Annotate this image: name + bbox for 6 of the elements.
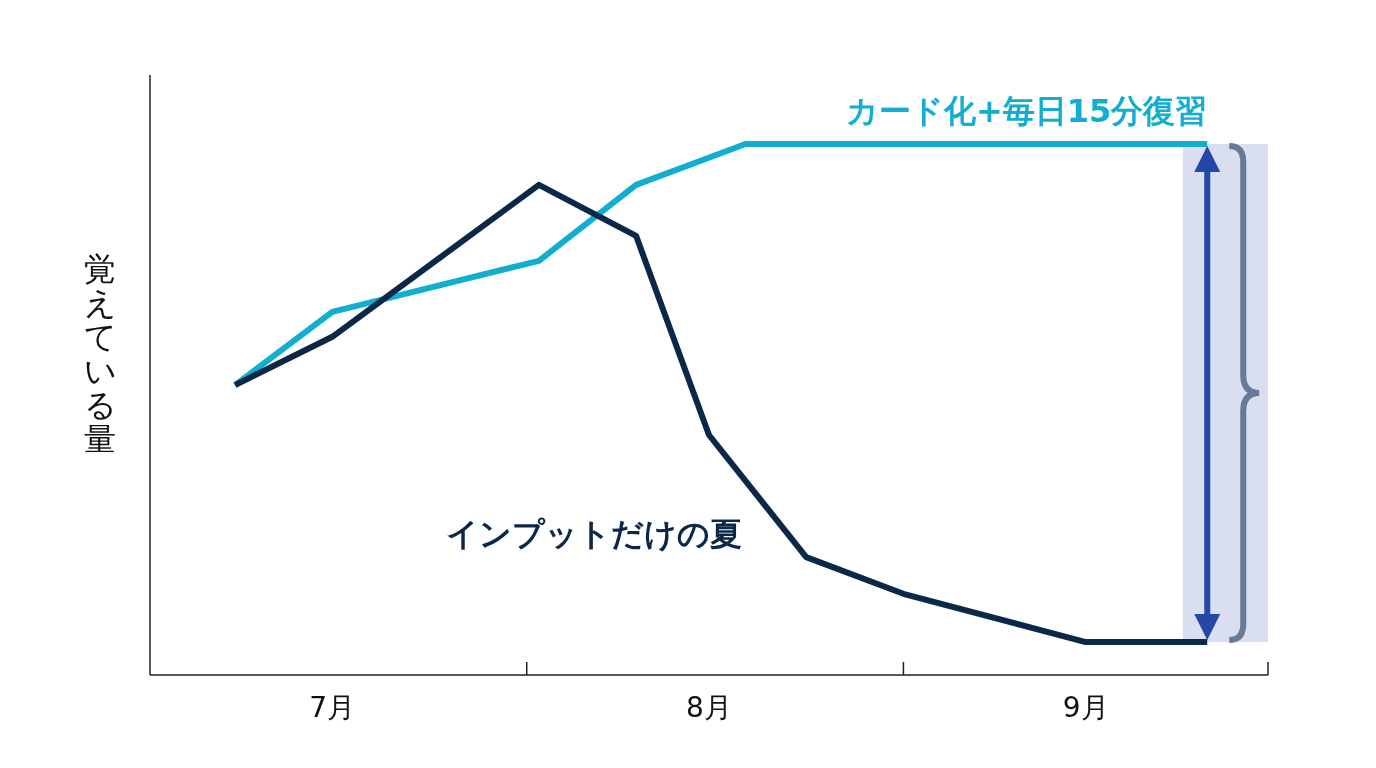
series-label: カード化+毎日15分復習 — [845, 92, 1208, 130]
x-tick-label: 7月 — [309, 691, 356, 724]
x-tick-label: 8月 — [686, 691, 732, 724]
series-label: インプットだけの夏 — [446, 515, 742, 554]
x-tick-label: 9月 — [1062, 691, 1109, 724]
y-axis-title: 覚えている量 — [83, 250, 117, 458]
